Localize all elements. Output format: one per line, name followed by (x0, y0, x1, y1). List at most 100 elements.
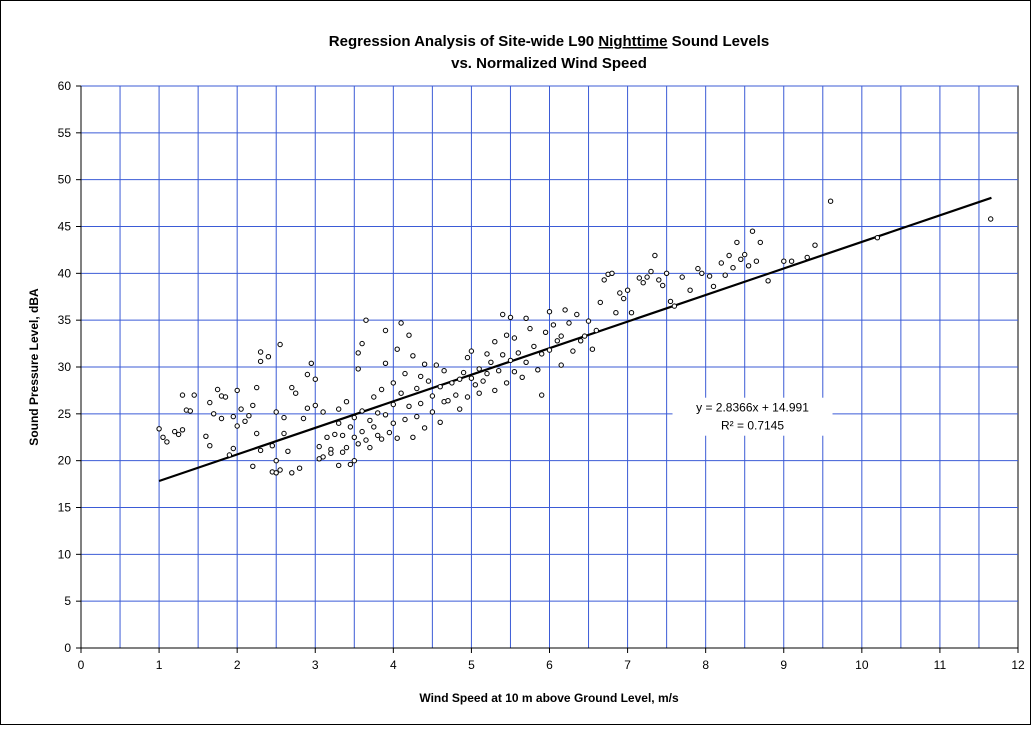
data-point (874, 235, 881, 241)
chart-title-line1: Regression Analysis of Site-wide L90 Nig… (329, 33, 769, 50)
data-point (273, 470, 279, 476)
data-point (453, 392, 459, 398)
data-point (382, 327, 389, 334)
data-point (265, 354, 272, 360)
data-point (480, 378, 486, 384)
y-tick-label: 20 (58, 454, 72, 468)
data-point (562, 307, 568, 313)
data-point (289, 384, 295, 391)
data-point (343, 399, 350, 405)
data-point (593, 327, 599, 334)
data-point (464, 394, 471, 400)
data-point (160, 434, 166, 440)
data-point (339, 449, 346, 455)
data-point (812, 242, 818, 248)
data-point (542, 329, 549, 335)
y-axis-title: Sound Pressure Level, dBA (27, 288, 41, 446)
data-point (336, 406, 342, 412)
data-point (531, 343, 537, 350)
data-point (449, 380, 455, 386)
data-point (519, 374, 525, 380)
data-point (312, 376, 318, 382)
data-point (621, 295, 627, 302)
data-point (441, 368, 447, 374)
data-point (457, 406, 463, 412)
data-point (285, 448, 291, 454)
data-point (378, 386, 385, 393)
data-point (402, 416, 408, 423)
data-point (371, 394, 377, 400)
data-point (414, 385, 420, 392)
data-point (660, 282, 666, 289)
data-point (628, 310, 635, 316)
data-point (390, 380, 396, 386)
data-point (671, 303, 678, 309)
data-point (390, 401, 396, 408)
data-point (581, 333, 588, 339)
data-point (500, 352, 506, 358)
data-point (488, 359, 494, 365)
data-point (503, 332, 510, 338)
x-tick-label: 1 (156, 658, 163, 672)
x-tick-label: 0 (78, 658, 85, 672)
data-point (234, 423, 240, 429)
data-point (539, 392, 545, 398)
data-point (410, 434, 416, 440)
data-point (425, 378, 432, 384)
data-point (663, 270, 670, 276)
data-point (574, 311, 580, 318)
data-point (156, 426, 162, 432)
y-tick-label: 35 (58, 313, 72, 327)
data-point (527, 325, 533, 332)
data-point (355, 441, 361, 447)
data-point (706, 273, 713, 279)
data-point (656, 277, 662, 283)
data-point (250, 402, 256, 409)
y-tick-label: 0 (64, 641, 71, 655)
data-point (496, 368, 502, 374)
data-point (546, 309, 553, 315)
chart-title-line2: vs. Normalized Wind Speed (451, 55, 647, 72)
data-point (296, 465, 303, 471)
data-point (394, 435, 400, 441)
data-point (339, 432, 346, 439)
data-point (523, 315, 529, 321)
data-point (179, 392, 186, 398)
data-point (214, 386, 221, 393)
data-point (804, 254, 810, 261)
data-point (742, 251, 748, 258)
data-point (293, 390, 299, 396)
data-point (484, 370, 490, 377)
y-tick-label: 55 (58, 126, 72, 140)
r-squared-label: R² = 0.7145 (721, 419, 784, 433)
data-point (445, 398, 451, 404)
data-point (242, 418, 248, 424)
data-point (749, 228, 756, 234)
data-point (320, 409, 326, 415)
regression-trendline (158, 196, 992, 483)
data-point (359, 428, 365, 435)
data-point (460, 369, 467, 376)
y-tick-label: 40 (58, 266, 72, 280)
x-tick-label: 11 (934, 658, 947, 672)
x-tick-label: 2 (234, 658, 241, 672)
data-point (437, 384, 443, 390)
data-point (558, 362, 564, 368)
data-point (398, 390, 404, 396)
data-point (175, 431, 182, 438)
data-point (378, 436, 385, 442)
x-tick-label: 6 (546, 658, 553, 672)
data-point (429, 409, 436, 415)
data-point (585, 318, 592, 324)
data-point (273, 409, 279, 415)
data-point (230, 413, 237, 420)
data-point (566, 320, 572, 326)
data-point (222, 394, 229, 400)
data-point (484, 351, 490, 357)
data-point (254, 384, 260, 391)
regression-equation: y = 2.8366x + 14.991 (696, 401, 809, 415)
x-tick-label: 9 (780, 658, 787, 672)
data-point (164, 439, 170, 445)
